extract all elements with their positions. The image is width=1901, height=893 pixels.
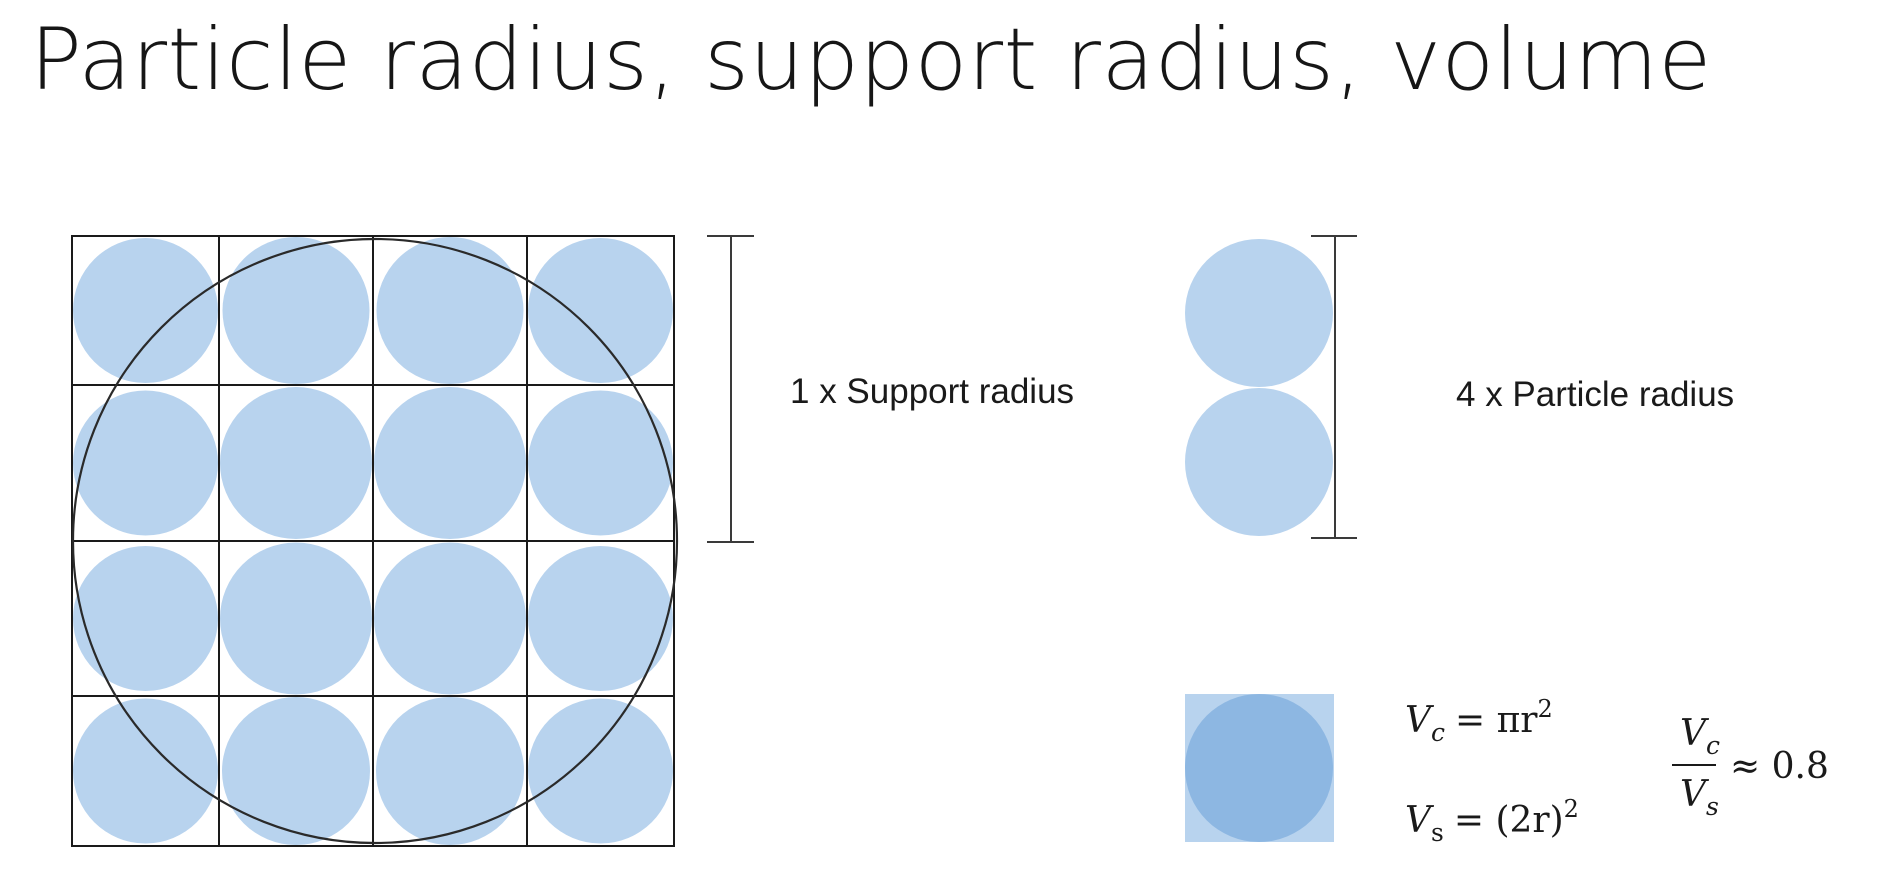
grid-particle	[73, 698, 218, 844]
grid-particle	[528, 238, 673, 383]
formula-vs-rhs: = (2r)	[1454, 800, 1564, 841]
grid-lines	[71, 235, 675, 847]
ratio-numerator-sub: c	[1706, 731, 1720, 760]
grid-particle	[528, 390, 673, 536]
particle-grid	[73, 237, 673, 845]
formula-vs-sup: 2	[1564, 795, 1579, 823]
grid-particle	[220, 387, 372, 539]
grid-particle	[528, 698, 673, 844]
support-radius-bracket	[707, 235, 754, 543]
grid-particle	[374, 542, 526, 695]
grid-particle	[528, 546, 673, 691]
ratio-approx: ≈ 0.8	[1730, 746, 1829, 787]
volume-circle	[1185, 694, 1333, 842]
grid-particle	[222, 697, 370, 845]
formula-vc: Vc = πr2	[1405, 695, 1553, 747]
grid-particle	[73, 390, 218, 536]
particle-bottom	[1185, 388, 1333, 536]
formula-vc-sub: c	[1431, 718, 1445, 747]
formula-vc-sup: 2	[1538, 695, 1553, 723]
formula-vs: Vs = (2r)2	[1405, 795, 1579, 847]
svg-text:Vs: Vs	[1680, 774, 1719, 821]
formula-vs-lhs: V	[1405, 800, 1435, 841]
grid-particle	[376, 697, 524, 845]
formula-vc-rhs: = πr	[1455, 700, 1538, 741]
grid-particle	[73, 238, 218, 383]
support-radius-label: 1 x Support radius	[790, 372, 1074, 411]
particle-radius-label: 4 x Particle radius	[1456, 375, 1734, 414]
ratio-denominator-sub: s	[1706, 792, 1719, 821]
support-radius-circle	[71, 237, 679, 845]
ratio-numerator: V	[1680, 713, 1710, 754]
slide-title: Particle radius, support radius, volume	[30, 10, 1712, 110]
ratio-denominator: V	[1680, 774, 1710, 815]
formula-ratio: Vc Vs ≈ 0.8	[1672, 713, 1829, 821]
formula-vs-sub: s	[1431, 818, 1444, 847]
particle-top	[1185, 239, 1333, 387]
grid-particle	[222, 237, 370, 384]
grid-particle	[376, 237, 524, 384]
grid-particle	[73, 546, 218, 691]
particle-radius-bracket	[1311, 235, 1357, 539]
grid-particle	[374, 387, 526, 539]
formula-vc-lhs: V	[1405, 700, 1435, 741]
svg-text:Vc: Vc	[1680, 713, 1720, 760]
grid-particle	[220, 542, 372, 695]
